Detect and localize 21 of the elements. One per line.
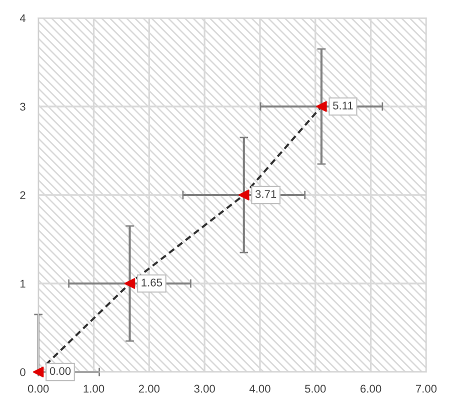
point	[32, 366, 44, 378]
point	[124, 278, 136, 289]
x-tick-label: 5.00	[305, 384, 326, 393]
annotation: 1.65	[142, 278, 162, 286]
x-tick-label: 7.00	[416, 384, 437, 393]
x-tick-label: 4.00	[249, 384, 270, 393]
point	[316, 101, 327, 112]
annotation: 3.71	[255, 190, 276, 198]
y-tick-label: 0	[20, 368, 26, 376]
x-tick-label: 2.00	[138, 384, 160, 393]
x-tick-label: 6.00	[360, 384, 382, 393]
x-tick-label: 0.00	[28, 384, 49, 393]
y-tick-label: 1	[20, 280, 26, 288]
annotation: 5.11	[333, 102, 353, 110]
y-tick-label: 4	[20, 14, 26, 22]
y-tick-label: 2	[20, 191, 26, 200]
y-tick-label: 3	[20, 102, 26, 111]
x-tick-label: 1.00	[84, 384, 104, 393]
point	[238, 190, 250, 200]
annotation: 0.00	[50, 367, 71, 375]
x-tick-label: 3.00	[194, 384, 215, 393]
